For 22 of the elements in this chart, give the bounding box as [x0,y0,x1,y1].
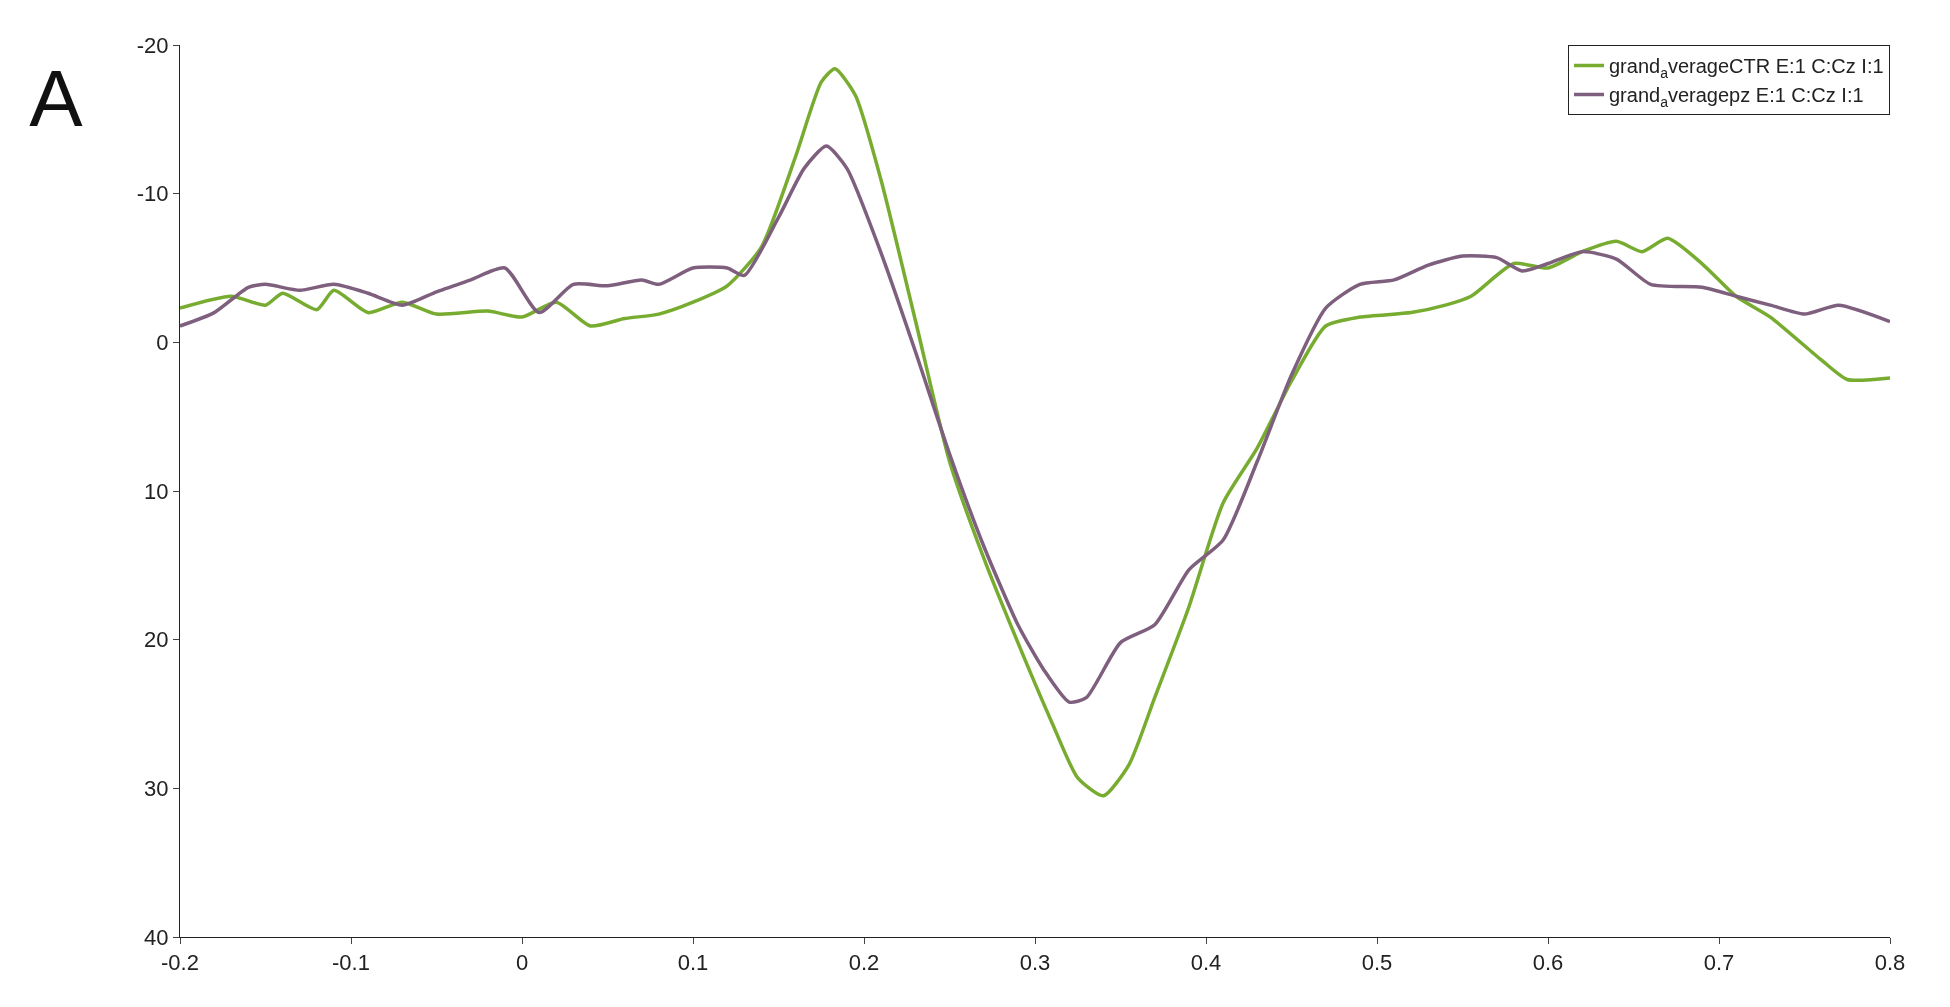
x-tick-label: 0.5 [1361,950,1393,976]
y-tick-label: 10 [144,478,169,504]
x-tick-label: 0.2 [848,950,880,976]
x-tick-label: 0.6 [1532,950,1564,976]
y-tick-label: 20 [144,627,169,653]
x-tick-label: 0.4 [1190,950,1222,976]
y-tick-label: 0 [156,330,169,356]
x-tick-label: 0.7 [1703,950,1735,976]
chart-title: A [29,54,84,144]
y-tick-label: 30 [144,776,169,802]
legend-label: grand$_{a}$veragepz E:1 C:Cz I:1 [1609,84,1864,110]
x-tick-label: -0.2 [161,950,199,976]
legend-label: grand$_{a}$verageCTR E:1 C:Cz I:1 [1609,55,1884,81]
x-tick-label: -0.1 [332,950,370,976]
line-series [180,144,1890,704]
y-tick-label: -10 [136,181,169,207]
x-tick-label: 0.1 [677,950,709,976]
x-tick-label: 0 [515,950,529,976]
x-tick-label: 0.3 [1019,950,1051,976]
y-tick-label: 40 [144,924,169,950]
x-tick-label: 0.8 [1874,950,1906,976]
y-tick-label: -20 [136,32,169,58]
